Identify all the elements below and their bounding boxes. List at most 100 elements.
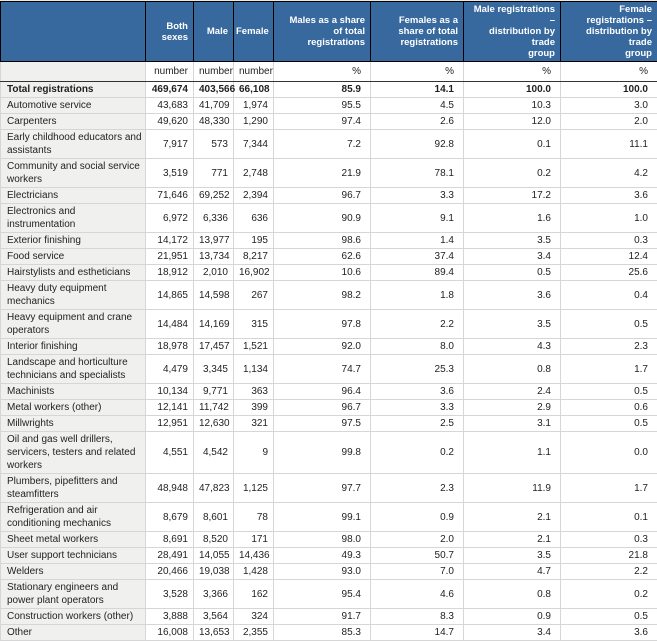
percent-cell: 0.8	[464, 580, 561, 609]
row-label: Machinists	[1, 384, 146, 400]
row-label: User support technicians	[1, 548, 146, 564]
percent-cell: 89.4	[371, 265, 464, 281]
percent-cell: 4.7	[464, 564, 561, 580]
percent-cell: 0.5	[561, 310, 657, 339]
percent-cell: 3.6	[561, 188, 657, 204]
percent-cell: 14.7	[371, 625, 464, 641]
count-cell: 78	[234, 503, 274, 532]
percent-cell: 3.6	[371, 384, 464, 400]
percent-cell: 98.2	[274, 281, 371, 310]
count-cell: 315	[234, 310, 274, 339]
row-label: Plumbers, pipefitters and steamfitters	[1, 474, 146, 503]
row-label: Stationary engineers and power plant ope…	[1, 580, 146, 609]
count-cell: 13,653	[194, 625, 234, 641]
count-cell: 1,125	[234, 474, 274, 503]
percent-cell: 0.3	[561, 532, 657, 548]
percent-cell: 4.5	[371, 98, 464, 114]
percent-cell: 0.9	[464, 609, 561, 625]
count-cell: 195	[234, 233, 274, 249]
count-cell: 403,566	[194, 82, 234, 98]
percent-cell: 3.5	[464, 310, 561, 339]
count-cell: 324	[234, 609, 274, 625]
percent-cell: 0.5	[464, 265, 561, 281]
percent-cell: 95.4	[274, 580, 371, 609]
unit-cell-female-registrations-distribution: %	[561, 62, 657, 82]
row-label: Early childhood educators and assistants	[1, 130, 146, 159]
row-label: Total registrations	[1, 82, 146, 98]
percent-cell: 85.9	[274, 82, 371, 98]
count-cell: 8,601	[194, 503, 234, 532]
percent-cell: 2.3	[371, 474, 464, 503]
percent-cell: 96.7	[274, 400, 371, 416]
count-cell: 8,217	[234, 249, 274, 265]
count-cell: 12,141	[146, 400, 194, 416]
count-cell: 19,038	[194, 564, 234, 580]
unit-cell-both-sexes: number	[146, 62, 194, 82]
count-cell: 48,330	[194, 114, 234, 130]
percent-cell: 2.2	[561, 564, 657, 580]
count-cell: 9,771	[194, 384, 234, 400]
unit-cell-male: number	[194, 62, 234, 82]
percent-cell: 7.2	[274, 130, 371, 159]
percent-cell: 0.2	[464, 159, 561, 188]
count-cell: 321	[234, 416, 274, 432]
percent-cell: 0.4	[561, 281, 657, 310]
count-cell: 2,010	[194, 265, 234, 281]
percent-cell: 96.7	[274, 188, 371, 204]
percent-cell: 97.5	[274, 416, 371, 432]
percent-cell: 1.1	[464, 432, 561, 474]
count-cell: 267	[234, 281, 274, 310]
row-label: Other	[1, 625, 146, 641]
percent-cell: 37.4	[371, 249, 464, 265]
percent-cell: 3.4	[464, 249, 561, 265]
percent-cell: 0.3	[561, 233, 657, 249]
count-cell: 3,564	[194, 609, 234, 625]
row-label: Refrigeration and air conditioning mecha…	[1, 503, 146, 532]
percent-cell: 50.7	[371, 548, 464, 564]
count-cell: 2,748	[234, 159, 274, 188]
count-cell: 2,355	[234, 625, 274, 641]
row-label: Millwrights	[1, 416, 146, 432]
count-cell: 71,646	[146, 188, 194, 204]
percent-cell: 0.9	[371, 503, 464, 532]
percent-cell: 4.2	[561, 159, 657, 188]
row-label: Heavy equipment and crane operators	[1, 310, 146, 339]
percent-cell: 92.0	[274, 339, 371, 355]
percent-cell: 9.1	[371, 204, 464, 233]
unit-cell-females-share-of-total: %	[371, 62, 464, 82]
percent-cell: 1.7	[561, 355, 657, 384]
percent-cell: 74.7	[274, 355, 371, 384]
count-cell: 66,108	[234, 82, 274, 98]
count-cell: 21,951	[146, 249, 194, 265]
percent-cell: 2.1	[464, 532, 561, 548]
count-cell: 13,977	[194, 233, 234, 249]
column-header-row-label	[1, 2, 146, 62]
count-cell: 17,457	[194, 339, 234, 355]
count-cell: 1,974	[234, 98, 274, 114]
percent-cell: 3.6	[561, 625, 657, 641]
percent-cell: 2.0	[371, 532, 464, 548]
count-cell: 1,290	[234, 114, 274, 130]
percent-cell: 21.8	[561, 548, 657, 564]
percent-cell: 2.0	[561, 114, 657, 130]
count-cell: 16,008	[146, 625, 194, 641]
row-label: Electricians	[1, 188, 146, 204]
percent-cell: 0.2	[371, 432, 464, 474]
count-cell: 47,823	[194, 474, 234, 503]
percent-cell: 91.7	[274, 609, 371, 625]
percent-cell: 0.2	[561, 580, 657, 609]
percent-cell: 1.6	[464, 204, 561, 233]
percent-cell: 1.4	[371, 233, 464, 249]
percent-cell: 11.9	[464, 474, 561, 503]
count-cell: 363	[234, 384, 274, 400]
